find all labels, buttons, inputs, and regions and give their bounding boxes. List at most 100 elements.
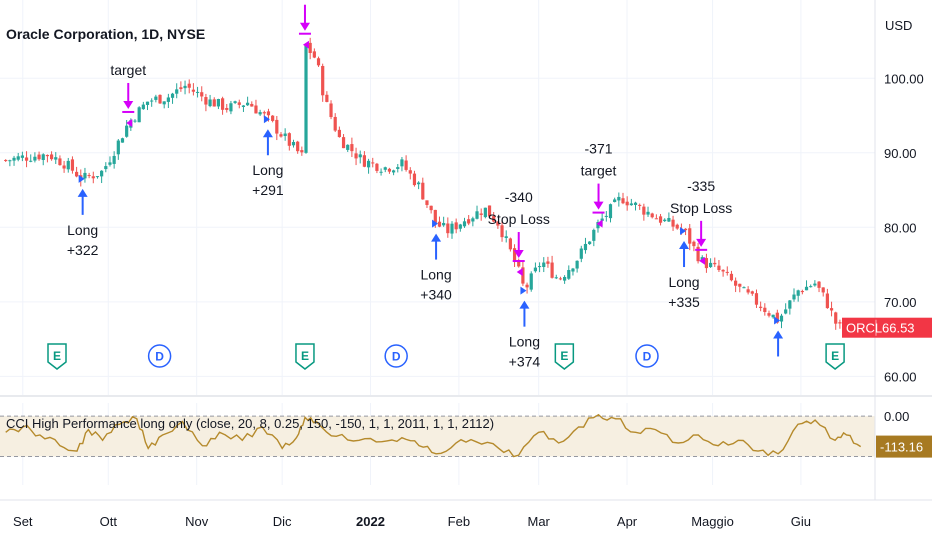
candle-body bbox=[629, 203, 633, 206]
candle-body bbox=[346, 144, 350, 150]
chart-title: Oracle Corporation, 1D, NYSE bbox=[6, 26, 205, 42]
signal-label: +291 bbox=[252, 182, 284, 198]
candle-body bbox=[287, 133, 291, 146]
candle-body bbox=[396, 167, 400, 169]
candle-body bbox=[750, 291, 754, 294]
candle-body bbox=[475, 211, 479, 219]
long-arrow-head bbox=[519, 300, 530, 309]
candle-body bbox=[579, 248, 583, 259]
candle-body bbox=[358, 154, 362, 158]
candle-body bbox=[212, 99, 216, 107]
candle-body bbox=[170, 93, 175, 98]
signal-label: Stop Loss bbox=[488, 211, 550, 227]
exit-arrow-head bbox=[593, 201, 604, 210]
earnings-badge bbox=[825, 343, 845, 370]
entry-marker bbox=[774, 316, 781, 325]
signal-label: Long bbox=[420, 267, 451, 283]
candle-body bbox=[433, 209, 437, 223]
time-axis-label: Mar bbox=[527, 514, 550, 529]
candle-body bbox=[688, 228, 692, 244]
signal-layer: Long +322 target Long +291 Long +340 -340 Stop L… bbox=[67, 4, 875, 370]
candle-body bbox=[425, 200, 429, 205]
dividend-badge-letter: D bbox=[643, 350, 652, 364]
candle-body bbox=[809, 286, 813, 288]
candle-body bbox=[800, 291, 804, 293]
candle-body bbox=[792, 294, 796, 300]
candle-body bbox=[487, 205, 492, 217]
candle-body bbox=[325, 94, 329, 102]
candle-body bbox=[70, 159, 75, 171]
candle-body bbox=[746, 289, 750, 293]
candle-body bbox=[667, 217, 671, 222]
candle-body bbox=[696, 246, 700, 262]
candle-body bbox=[437, 221, 442, 227]
time-axis-label: Giu bbox=[791, 514, 811, 529]
dividend-badge bbox=[147, 344, 172, 368]
candle-body bbox=[375, 163, 379, 171]
dividend-badge-letter: D bbox=[392, 350, 401, 364]
entry-marker bbox=[680, 227, 687, 236]
dividend-badge-letter: D bbox=[155, 350, 164, 364]
candle-body bbox=[137, 107, 141, 123]
candle-body bbox=[187, 83, 191, 88]
candle-body bbox=[692, 241, 696, 247]
exit-marker bbox=[516, 268, 523, 277]
candle-body bbox=[558, 278, 563, 280]
candle-body bbox=[366, 160, 371, 168]
dividend-badge bbox=[635, 344, 659, 368]
candle-body bbox=[283, 133, 287, 137]
candle-body bbox=[779, 315, 784, 322]
candle-body bbox=[412, 173, 417, 186]
signal-label: target bbox=[581, 163, 617, 179]
candle-body bbox=[462, 221, 467, 227]
candle-body bbox=[275, 119, 279, 134]
candle-body bbox=[400, 159, 404, 167]
signal-label: Stop Loss bbox=[670, 200, 732, 216]
candle-body bbox=[550, 262, 554, 278]
candle-body bbox=[467, 219, 471, 224]
candle-body bbox=[41, 154, 45, 161]
candle-body bbox=[496, 221, 500, 226]
candle-body bbox=[337, 129, 341, 138]
candle-body bbox=[600, 218, 604, 221]
candle-body bbox=[458, 224, 462, 229]
candle-body bbox=[742, 287, 746, 289]
candle-body bbox=[321, 65, 325, 96]
candle-body bbox=[563, 276, 567, 281]
candle-body bbox=[613, 199, 617, 203]
candle-body bbox=[542, 262, 546, 268]
candle-body bbox=[504, 236, 508, 239]
candle-body bbox=[120, 138, 125, 143]
candle-body bbox=[525, 284, 529, 288]
signal-label: Long bbox=[252, 162, 283, 178]
candle-body bbox=[329, 103, 333, 118]
candle-body bbox=[483, 207, 487, 218]
candle-body bbox=[588, 241, 592, 245]
candle-body bbox=[241, 105, 246, 107]
entry-marker bbox=[263, 115, 270, 124]
candle-body bbox=[4, 159, 8, 161]
candle-body bbox=[208, 99, 212, 107]
cci-value-label: -113.16 bbox=[880, 440, 923, 455]
candle-body bbox=[195, 91, 200, 93]
candle-body bbox=[183, 85, 187, 89]
earnings-badge bbox=[295, 343, 315, 370]
candle-body bbox=[383, 167, 387, 170]
earnings-badge bbox=[47, 343, 67, 370]
exit-marker bbox=[596, 219, 603, 228]
candle-body bbox=[387, 168, 392, 172]
candle-body bbox=[296, 141, 300, 152]
candle-body bbox=[537, 266, 542, 268]
signal-label: +322 bbox=[67, 242, 99, 258]
candle-body bbox=[12, 157, 16, 161]
candle-body bbox=[663, 219, 667, 222]
exit-arrow-head bbox=[123, 100, 134, 109]
candle-body bbox=[784, 309, 788, 314]
candle-body bbox=[154, 96, 158, 100]
last-price-value: 66.53 bbox=[882, 321, 915, 336]
candle-body bbox=[271, 115, 275, 121]
candle-body bbox=[417, 182, 421, 185]
